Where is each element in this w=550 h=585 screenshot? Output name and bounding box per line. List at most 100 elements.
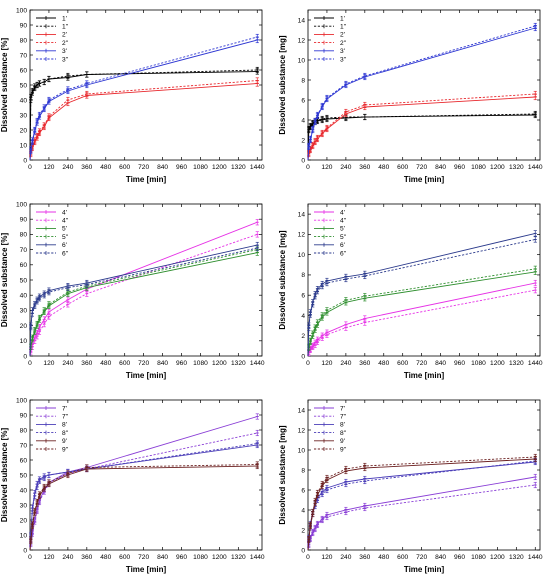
- legend-label: 5'': [340, 234, 346, 241]
- data-point: [325, 124, 329, 132]
- data-point: [344, 275, 348, 283]
- y-axis-title: Dissolved substance [%]: [0, 38, 9, 133]
- data-point: [315, 111, 320, 119]
- y-tick-label: 2: [301, 333, 305, 340]
- data-point: [37, 314, 42, 322]
- y-tick-label: 12: [298, 232, 306, 239]
- series-line-3: [29, 83, 258, 161]
- data-point: [320, 115, 324, 123]
- data-point: [308, 521, 312, 529]
- x-tick-label: 480: [378, 360, 389, 367]
- x-tick-label: 960: [176, 554, 187, 561]
- data-point: [311, 141, 315, 149]
- data-point: [255, 66, 259, 74]
- y-tick-label: 60: [20, 457, 28, 464]
- data-point: [37, 80, 42, 87]
- y-tick-label: 80: [20, 232, 28, 239]
- data-point: [85, 281, 89, 288]
- chart-panel-1: 0 10 20 30 40 50 60 70 80 90 100 0 120 240 360 480 600 72…: [0, 7, 265, 184]
- x-tick-label: 1440: [250, 554, 265, 561]
- data-point: [85, 90, 89, 98]
- data-point: [33, 327, 37, 334]
- data-point: [344, 508, 348, 516]
- y-tick-label: 8: [301, 467, 305, 474]
- series-line-5: [29, 465, 258, 551]
- data-point: [255, 33, 259, 41]
- y-tick-label: 20: [20, 127, 28, 134]
- data-point: [325, 307, 329, 314]
- y-tick-label: 0: [301, 353, 305, 360]
- data-point: [30, 137, 34, 144]
- x-tick-label: 120: [43, 554, 54, 561]
- data-point: [320, 490, 324, 498]
- legend-label: 8': [62, 422, 67, 429]
- x-tick-label: 720: [416, 360, 427, 367]
- x-tick-label: 480: [100, 554, 111, 561]
- y-tick-label: 30: [20, 502, 28, 509]
- data-point: [47, 289, 51, 296]
- data-point: [85, 290, 89, 297]
- x-tick-label: 1320: [231, 164, 246, 171]
- legend: 1' 1''2'2''3'3'': [314, 15, 346, 63]
- data-point: [255, 461, 259, 468]
- data-point: [320, 516, 324, 524]
- chart-panel-4: 0 2 4 6 8 10 12 14 0 120 240 360 480 600 720 840 960 1080…: [278, 203, 543, 380]
- x-tick-label: 840: [435, 360, 446, 367]
- data-point: [33, 492, 37, 500]
- x-tick-label: 720: [138, 360, 149, 367]
- y-tick-label: 20: [20, 323, 28, 330]
- x-tick-label: 240: [340, 554, 351, 561]
- legend-label: 4'': [340, 218, 346, 225]
- x-tick-label: 1200: [490, 164, 505, 171]
- data-point: [33, 83, 37, 90]
- data-point: [313, 497, 317, 505]
- x-tick-label: 480: [100, 164, 111, 171]
- y-tick-label: 40: [20, 293, 28, 300]
- y-tick-label: 100: [16, 397, 27, 404]
- data-point: [533, 265, 537, 272]
- x-tick-label: 1440: [250, 164, 265, 171]
- legend-label: 6': [340, 242, 345, 249]
- data-point: [315, 521, 320, 529]
- x-tick-label: 1440: [250, 360, 265, 367]
- data-point: [30, 310, 34, 317]
- y-tick-label: 80: [20, 427, 28, 434]
- data-point: [30, 334, 34, 341]
- series-line-3: [307, 96, 536, 161]
- data-point: [255, 77, 259, 84]
- x-tick-label: 600: [119, 360, 130, 367]
- plot-frame: [307, 203, 541, 357]
- x-tick-label: 1320: [231, 554, 246, 561]
- data-point: [85, 71, 89, 78]
- data-point: [35, 117, 39, 125]
- data-point: [37, 295, 42, 302]
- data-point: [66, 86, 70, 93]
- y-axis-title: Dissolved substance [mg]: [278, 35, 287, 134]
- x-tick-label: 1320: [509, 360, 524, 367]
- data-point: [363, 477, 367, 485]
- y-tick-label: 4: [301, 507, 305, 514]
- x-tick-label: 120: [43, 164, 54, 171]
- chart-panel-3: 0 10 20 30 40 50 60 70 80 90 100 0 120 240 360 480 600 72…: [0, 201, 265, 380]
- data-point: [320, 312, 324, 319]
- legend-label: 2': [62, 32, 67, 39]
- y-tick-label: 8: [301, 272, 305, 279]
- data-point: [42, 104, 46, 111]
- x-tick-label: 240: [62, 360, 73, 367]
- x-tick-label: 720: [138, 554, 149, 561]
- data-point: [311, 343, 315, 350]
- data-point: [35, 498, 39, 506]
- y-tick-label: 14: [298, 17, 306, 24]
- data-point: [320, 282, 324, 290]
- chart-panel-2: 0 2 4 6 8 10 12 14 0 120 240 360 480 600 720 840 960 1080…: [278, 9, 543, 184]
- data-point: [320, 102, 324, 110]
- x-axis-title: Time [min]: [126, 565, 167, 574]
- series-line-4: [29, 249, 258, 357]
- x-axis-title: Time [min]: [404, 565, 445, 574]
- y-tick-label: 10: [298, 57, 306, 64]
- data-point: [308, 337, 312, 344]
- plot-frame: [307, 9, 541, 161]
- x-tick-label: 600: [397, 554, 408, 561]
- data-point: [344, 80, 348, 88]
- legend-label: 5': [340, 226, 345, 233]
